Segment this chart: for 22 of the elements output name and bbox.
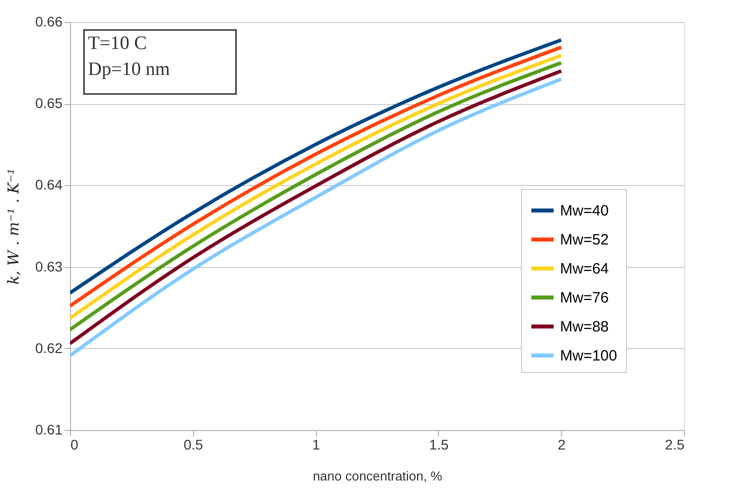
legend-label: Mw=52 <box>560 232 609 248</box>
x-tick-label: 2.5 <box>665 436 685 452</box>
legend-label: Mw=40 <box>560 202 609 220</box>
annotation: T=10 C <box>88 33 147 54</box>
x-tick-label: 1 <box>312 436 320 452</box>
y-axis-title: k, W . m⁻¹ . K⁻¹ <box>4 168 22 284</box>
legend-label: Mw=76 <box>560 290 609 306</box>
x-tick-label: 1.5 <box>429 436 449 452</box>
x-tick-label: 0.5 <box>184 436 204 452</box>
legend-label: Mw=100 <box>560 348 618 364</box>
x-tick-label: 0 <box>70 436 78 452</box>
x-axis-title: nano concentration, % <box>312 468 443 484</box>
y-tick-label: 0.64 <box>35 176 63 193</box>
legend-label: Mw=88 <box>560 318 609 336</box>
annotation: Dp=10 nm <box>88 59 170 80</box>
y-tick-label: 0.63 <box>35 258 63 274</box>
y-tick-label: 0.61 <box>35 422 63 438</box>
y-tick-label: 0.66 <box>35 14 63 30</box>
y-tick-label: 0.62 <box>35 340 63 356</box>
y-tick-label: 0.65 <box>35 95 63 112</box>
legend-label: Mw=64 <box>560 260 609 278</box>
x-tick-label: 2 <box>558 436 566 452</box>
